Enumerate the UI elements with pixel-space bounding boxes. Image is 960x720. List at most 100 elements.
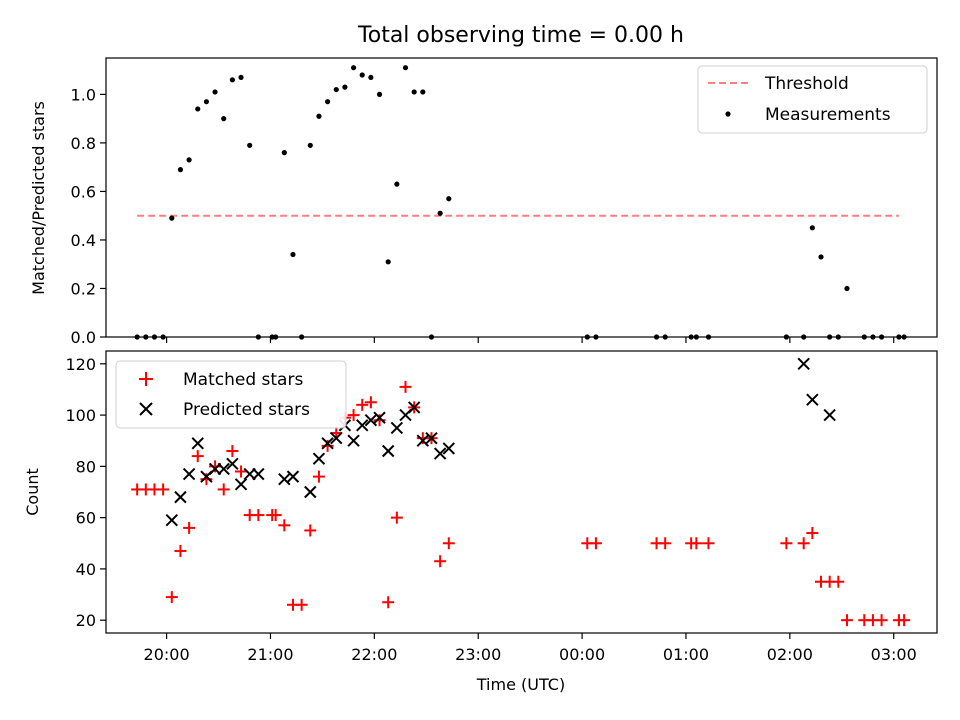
- measurement-point: [368, 74, 374, 81]
- measurement-point: [221, 116, 227, 122]
- measurement-point: [809, 225, 815, 231]
- matched-stars-point: [806, 527, 819, 540]
- measurement-point: [844, 285, 850, 292]
- measurement-point: [316, 113, 322, 119]
- matched-stars-point: [174, 544, 187, 557]
- predicted-stars-point: [252, 467, 265, 481]
- top-y-axis-label: Matched/Predicted stars: [29, 101, 48, 295]
- x-tick-label: 01:00: [663, 645, 709, 664]
- y-tick-label: 120: [65, 355, 96, 374]
- measurement-point: [212, 89, 218, 95]
- top-plot-area: [105, 57, 938, 338]
- top-marks: [134, 65, 907, 340]
- matched-stars-point: [200, 473, 213, 486]
- matched-stars-point: [797, 537, 810, 550]
- measurement-point: [428, 334, 435, 340]
- predicted-stars-point: [356, 419, 369, 432]
- predicted-stars-point: [823, 408, 836, 422]
- matched-stars-point: [364, 396, 377, 409]
- measurement-point: [653, 334, 660, 340]
- y-tick-label: 20: [76, 611, 96, 630]
- measurement-point: [186, 157, 192, 163]
- measurement-point: [247, 142, 253, 148]
- legend-measurements-label: Measurements: [765, 105, 891, 125]
- matched-stars-point: [832, 575, 845, 588]
- measurement-point: [801, 334, 807, 340]
- measurement-point: [861, 334, 867, 340]
- bottom-legend: Matched stars Predicted stars: [115, 360, 347, 429]
- measurement-point: [359, 72, 365, 78]
- matched-stars-point: [252, 509, 265, 522]
- predicted-stars-point: [416, 434, 430, 447]
- matched-stars-point: [183, 521, 196, 534]
- y-tick-label: 0.8: [71, 134, 96, 153]
- matched-stars-point: [382, 596, 395, 609]
- y-tick-label: 40: [76, 560, 96, 579]
- predicted-stars-point: [347, 434, 360, 447]
- y-tick-label: 60: [76, 509, 96, 528]
- legend-measurements-swatch: [725, 111, 731, 117]
- measurement-point: [325, 99, 331, 105]
- legend-matched-swatch: [139, 372, 153, 386]
- measurement-point: [394, 181, 400, 187]
- measurement-point: [290, 251, 296, 258]
- legend-predicted-label: Predicted stars: [183, 400, 310, 420]
- measurement-point: [385, 259, 391, 265]
- legend-threshold-label: Threshold: [764, 74, 849, 94]
- measurement-point: [307, 142, 313, 148]
- matched-stars-point: [312, 470, 325, 483]
- measurement-point: [446, 196, 452, 202]
- matched-stars-point: [165, 591, 178, 604]
- measurement-point: [160, 334, 166, 340]
- bottom-x-axis: 20:00 21:00 22:00 23:00 00:00 01:00 02:00 03:00: [144, 633, 917, 664]
- measurement-point: [783, 334, 789, 340]
- y-tick-label: 0.2: [71, 279, 96, 298]
- predicted-stars-point: [165, 513, 178, 527]
- predicted-stars-point: [425, 431, 438, 445]
- measurement-point: [255, 334, 261, 340]
- matched-stars-point: [690, 537, 703, 550]
- top-panel: 0.0 0.2 0.4 0.6 0.8 1.0 Matched/Predicted sta…: [29, 57, 938, 347]
- predicted-stars-point: [182, 467, 196, 481]
- top-y-axis: 0.0 0.2 0.4 0.6 0.8 1.0: [71, 85, 106, 347]
- bottom-panel: 20 40 60 80 100 120 20:00 21:00 22:00 23:00 00:00…: [23, 350, 938, 694]
- measurement-point: [281, 150, 287, 156]
- predicted-stars-point: [278, 472, 291, 486]
- predicted-stars-point: [364, 414, 378, 427]
- matched-stars-point: [191, 450, 204, 463]
- matched-stars-point: [321, 439, 334, 452]
- matched-stars-point: [304, 524, 317, 537]
- predicted-stars-point: [321, 437, 334, 450]
- measurement-point: [870, 334, 876, 340]
- x-tick-label: 02:00: [767, 645, 813, 664]
- predicted-stars-point: [330, 431, 343, 445]
- matched-stars-point: [840, 614, 853, 627]
- legend-predicted-swatch: [139, 402, 153, 416]
- x-tick-label: 00:00: [559, 645, 605, 664]
- measurement-point: [342, 84, 348, 90]
- measurement-point: [195, 106, 201, 112]
- measurement-point: [584, 334, 590, 340]
- measurement-point: [420, 89, 426, 95]
- matched-stars-point: [659, 537, 672, 550]
- measurement-point: [238, 74, 244, 81]
- matched-stars-point: [589, 537, 602, 550]
- measurement-point: [143, 334, 149, 340]
- predicted-stars-point: [304, 485, 317, 499]
- x-tick-label: 20:00: [144, 645, 190, 664]
- predicted-stars-point: [806, 393, 819, 406]
- measurement-point: [177, 167, 184, 173]
- predicted-stars-point: [433, 447, 447, 460]
- matched-stars-point: [217, 483, 230, 496]
- matched-stars-point: [875, 614, 888, 627]
- matched-stars-point: [278, 519, 291, 532]
- y-tick-label: 0.4: [71, 231, 96, 250]
- measurement-point: [437, 210, 443, 216]
- predicted-stars-point: [312, 452, 326, 465]
- measurement-point: [151, 334, 158, 340]
- measurement-point: [411, 89, 417, 95]
- predicted-stars-point: [191, 437, 204, 450]
- measurement-point: [835, 334, 841, 340]
- measurement-point: [901, 334, 907, 340]
- y-tick-label: 80: [76, 457, 96, 476]
